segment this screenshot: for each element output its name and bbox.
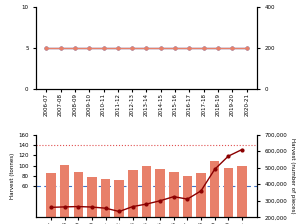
Bar (87, 177, 97, 217)
Y-axis label: Harvest (tonnes): Harvest (tonnes) (10, 153, 15, 199)
Bar (73, 172, 83, 217)
Bar (142, 166, 151, 217)
Bar (128, 170, 138, 217)
Bar (46, 173, 56, 217)
Bar (210, 161, 220, 217)
Bar (155, 169, 165, 217)
Bar (183, 176, 192, 217)
Bar (60, 165, 69, 217)
Legend: Licenses, Effort: Licenses, Effort (109, 179, 184, 188)
Bar (237, 166, 247, 217)
Y-axis label: Harvest (number of pieces): Harvest (number of pieces) (290, 138, 295, 214)
Bar (223, 168, 233, 217)
Bar (169, 172, 178, 217)
Bar (196, 173, 206, 217)
Bar (114, 180, 124, 217)
Bar (101, 179, 110, 217)
